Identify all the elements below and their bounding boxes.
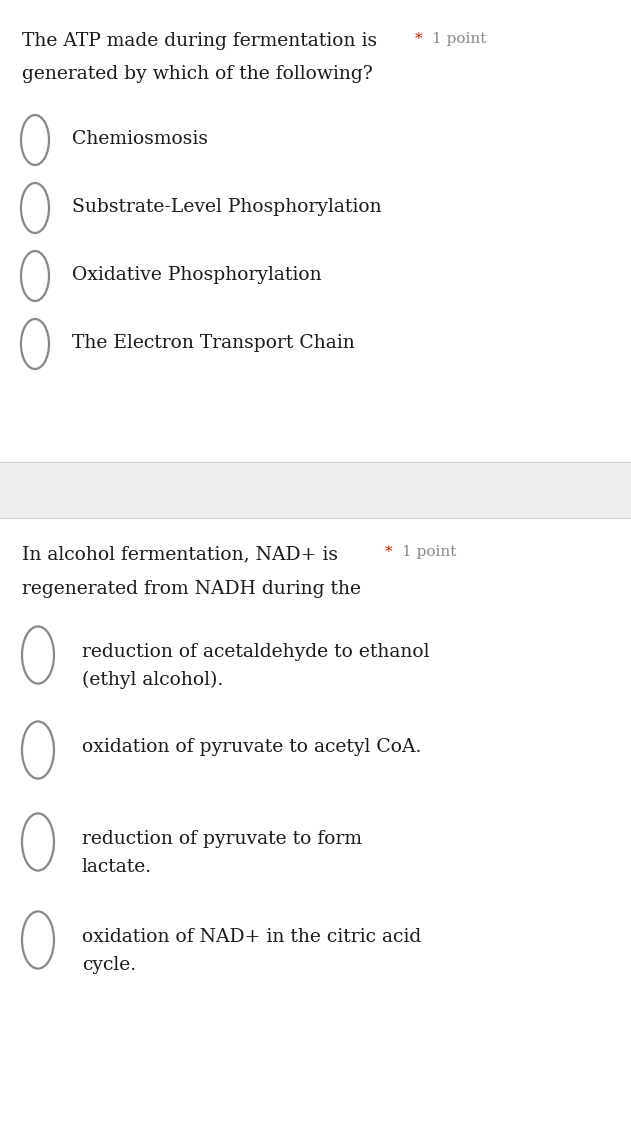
Text: generated by which of the following?: generated by which of the following?	[22, 65, 373, 83]
Text: Oxidative Phosphorylation: Oxidative Phosphorylation	[72, 266, 322, 284]
Text: reduction of acetaldehyde to ethanol: reduction of acetaldehyde to ethanol	[82, 644, 430, 662]
Ellipse shape	[21, 319, 49, 369]
Ellipse shape	[21, 183, 49, 233]
Ellipse shape	[22, 721, 54, 779]
Text: *: *	[415, 32, 423, 46]
Text: cycle.: cycle.	[82, 956, 136, 974]
Ellipse shape	[22, 627, 54, 684]
Text: The Electron Transport Chain: The Electron Transport Chain	[72, 334, 355, 352]
Text: regenerated from NADH during the: regenerated from NADH during the	[22, 580, 361, 598]
Text: The ATP made during fermentation is: The ATP made during fermentation is	[22, 32, 377, 50]
Text: oxidation of pyruvate to acetyl CoA.: oxidation of pyruvate to acetyl CoA.	[82, 738, 422, 756]
Text: oxidation of NAD+ in the citric acid: oxidation of NAD+ in the citric acid	[82, 928, 422, 946]
Ellipse shape	[22, 912, 54, 968]
Text: 1 point: 1 point	[402, 545, 456, 559]
Text: Substrate-Level Phosphorylation: Substrate-Level Phosphorylation	[72, 198, 382, 216]
Bar	[0, 462, 631, 518]
Text: (ethyl alcohol).: (ethyl alcohol).	[82, 671, 223, 690]
Ellipse shape	[21, 251, 49, 301]
Text: 1 point: 1 point	[432, 32, 487, 46]
Ellipse shape	[21, 115, 49, 165]
Text: Chemiosmosis: Chemiosmosis	[72, 130, 208, 148]
Text: *: *	[385, 545, 392, 559]
Text: In alcohol fermentation, NAD+ is: In alcohol fermentation, NAD+ is	[22, 545, 338, 564]
Ellipse shape	[22, 814, 54, 870]
Text: reduction of pyruvate to form: reduction of pyruvate to form	[82, 829, 362, 848]
Text: lactate.: lactate.	[82, 858, 152, 876]
